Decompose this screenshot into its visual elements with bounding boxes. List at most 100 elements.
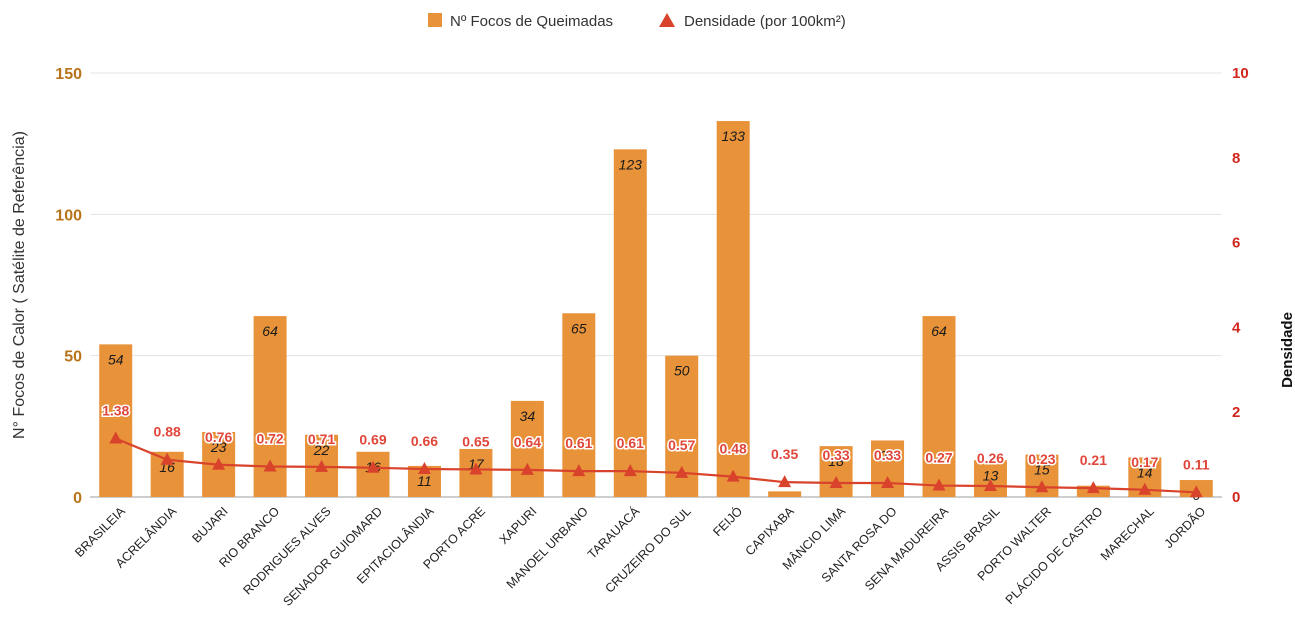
- bar-value-label: 64: [931, 323, 947, 339]
- density-point: [212, 457, 226, 470]
- density-value-label: 0.66: [411, 433, 438, 449]
- bar: [510, 400, 544, 497]
- density-value-labels: 1.38 0.88 0.76 0.72 0.71 0.69 0.66 0.65 0.64 0.61…: [101, 401, 1212, 474]
- legend-bar-swatch: [428, 13, 442, 27]
- right-tick-label: 10: [1232, 65, 1249, 82]
- density-point: [160, 452, 174, 465]
- left-axis-title: N° Focos de Calor ( Satélite de Referênc…: [11, 131, 28, 439]
- density-point: [520, 462, 534, 475]
- right-axis-ticks: 0 2 4 6 8 10: [1232, 65, 1249, 506]
- density-point: [315, 459, 329, 472]
- density-value-label: 0.33: [822, 447, 849, 463]
- category-label: SENADOR GUIOMARD: [280, 504, 385, 609]
- left-tick-label: 100: [55, 207, 82, 224]
- bar-value-label: 34: [520, 408, 536, 424]
- density-value-label: 0.23: [1028, 451, 1055, 467]
- bar-value-label: 14: [1137, 464, 1153, 480]
- density-value-label: 0.35: [771, 446, 798, 462]
- density-point: [417, 462, 431, 475]
- right-tick-label: 6: [1232, 235, 1240, 252]
- right-tick-label: 8: [1232, 150, 1240, 167]
- category-label: RODRIGUES ALVES: [240, 504, 333, 597]
- bar-value-label: 54: [108, 351, 124, 367]
- bar: [768, 491, 802, 497]
- density-value-label: 1.38: [102, 402, 129, 418]
- category-label: JORDÃO: [1162, 504, 1209, 551]
- bar-value-label: 23: [210, 439, 227, 455]
- bar-value-label: 20: [879, 447, 896, 463]
- density-line-series: [109, 431, 1203, 498]
- bar-value-label: 64: [262, 323, 278, 339]
- bar-value-label: 22: [313, 442, 330, 458]
- density-value-label: 0.57: [668, 437, 695, 453]
- category-label: XAPURI: [497, 504, 540, 547]
- density-point: [366, 460, 380, 473]
- bar: [356, 451, 390, 497]
- density-value-label: 0.48: [720, 441, 747, 457]
- density-point: [1138, 482, 1152, 495]
- bar: [819, 446, 853, 497]
- density-point: [829, 476, 843, 489]
- density-value-label: 0.71: [308, 431, 335, 447]
- category-label: CRUZEIRO DO SUL: [602, 504, 693, 595]
- density-value-label: 0.72: [256, 430, 283, 446]
- right-tick-label: 2: [1232, 404, 1240, 421]
- density-point: [1035, 480, 1049, 493]
- bar-value-label: 18: [828, 453, 844, 469]
- legend: Nº Focos de Queimadas Densidade (por 100…: [428, 13, 846, 30]
- category-label: PLÁCIDO DE CASTRO: [1002, 503, 1106, 607]
- category-label: BRASILEIA: [72, 504, 128, 560]
- left-tick-label: 150: [55, 66, 82, 83]
- density-point: [623, 464, 637, 477]
- density-point: [1086, 481, 1100, 494]
- density-point: [572, 464, 586, 477]
- right-axis-title: Densidade: [1279, 312, 1295, 388]
- density-point: [1189, 485, 1203, 498]
- density-point: [932, 478, 946, 491]
- bar-value-labels: 5416236422161117346512350133182064131514…: [108, 128, 1200, 503]
- density-value-label: 0.33: [874, 447, 901, 463]
- density-value-label: 0.61: [617, 435, 644, 451]
- density-point: [263, 459, 277, 472]
- bar-value-label: 65: [571, 320, 587, 336]
- density-value-label: 0.69: [359, 432, 386, 448]
- bar-value-label: 123: [619, 156, 643, 172]
- category-label: BUJARI: [189, 504, 230, 545]
- density-point: [109, 431, 123, 444]
- category-label: CAPIXABA: [743, 504, 798, 559]
- density-value-label: 0.65: [462, 433, 489, 449]
- bar-value-label: 13: [983, 467, 999, 483]
- density-value-label: 0.17: [1131, 454, 1158, 470]
- bar-value-label: 15: [1034, 462, 1050, 478]
- bar-value-label: 11: [417, 473, 432, 489]
- bar: [922, 316, 956, 497]
- density-value-label: 0.21: [1080, 452, 1107, 468]
- legend-line-label: Densidade (por 100km²): [684, 13, 846, 30]
- bar-value-label: 133: [722, 128, 746, 144]
- density-value-label: 0.27: [925, 450, 952, 466]
- density-point: [726, 469, 740, 482]
- bar: [716, 121, 750, 497]
- legend-bar-label: Nº Focos de Queimadas: [450, 13, 613, 30]
- right-tick-label: 4: [1232, 319, 1241, 336]
- density-line: [115, 437, 1197, 494]
- density-value-label: 0.88: [154, 424, 181, 440]
- category-label: FEIJÓ: [710, 503, 746, 539]
- density-value-label: 0.11: [1183, 456, 1210, 472]
- right-tick-label: 0: [1232, 489, 1240, 506]
- density-point: [469, 462, 483, 475]
- density-value-label: 0.61: [565, 435, 592, 451]
- density-value-label: 0.76: [205, 429, 232, 445]
- left-tick-label: 0: [73, 490, 82, 507]
- density-point: [778, 475, 792, 488]
- left-tick-label: 50: [64, 349, 82, 366]
- density-value-label: 0.64: [514, 434, 541, 450]
- left-axis-ticks: 0 50 100 150: [55, 66, 82, 507]
- density-point: [675, 465, 689, 478]
- density-point: [881, 476, 895, 489]
- density-value-label: 0.26: [977, 450, 1004, 466]
- bar: [99, 344, 133, 497]
- legend-line-marker: [659, 13, 675, 27]
